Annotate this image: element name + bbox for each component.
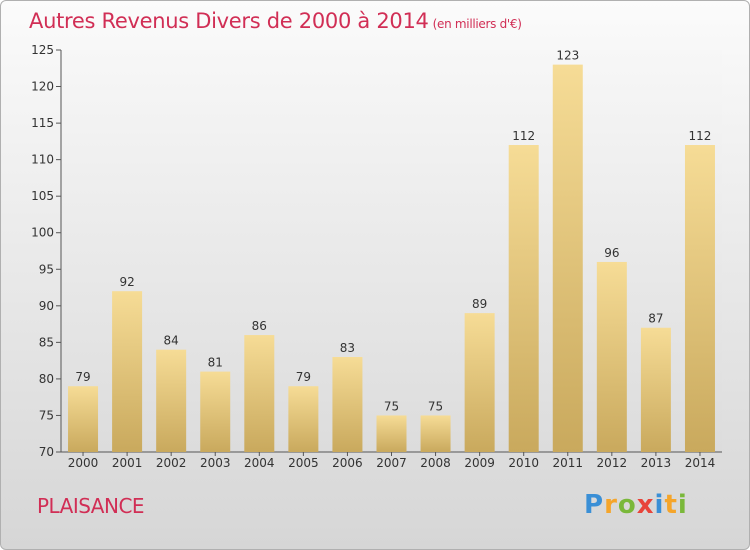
y-tick-label: 85	[39, 335, 54, 349]
bar-value-label: 75	[428, 399, 443, 413]
y-tick-label: 95	[39, 262, 54, 276]
y-tick-label: 70	[39, 445, 54, 459]
x-tick-label: 2011	[552, 456, 583, 470]
city-label: PLAISANCE	[37, 494, 145, 518]
bar-value-label: 79	[75, 370, 90, 384]
y-tick-label: 100	[31, 226, 54, 240]
chart-title: Autres Revenus Divers de 2000 à 2014 (en …	[29, 9, 522, 33]
x-tick-label: 2009	[464, 456, 495, 470]
bar	[68, 386, 99, 452]
bar-value-label: 112	[689, 129, 712, 143]
y-tick-label: 110	[31, 153, 54, 167]
y-tick-label: 105	[31, 189, 54, 203]
bar-value-label: 86	[252, 319, 267, 333]
y-tick-label: 80	[39, 372, 54, 386]
bar	[420, 415, 451, 452]
x-tick-label: 2005	[288, 456, 319, 470]
bar	[640, 327, 671, 452]
bar-value-label: 75	[384, 399, 399, 413]
x-tick-label: 2004	[244, 456, 275, 470]
x-tick-label: 2002	[156, 456, 187, 470]
y-tick-label: 75	[39, 408, 54, 422]
x-tick-label: 2014	[685, 456, 716, 470]
bar	[464, 313, 495, 452]
bar	[508, 145, 539, 452]
x-tick-label: 2010	[508, 456, 539, 470]
x-tick-label: 2008	[420, 456, 451, 470]
bar	[200, 371, 231, 452]
bar-value-label: 123	[556, 49, 579, 63]
logo-letter: r	[604, 490, 618, 520]
bar	[552, 64, 583, 453]
logo-letter: i	[677, 490, 688, 520]
y-tick-label: 90	[39, 299, 54, 313]
chart-subtitle: (en milliers d'€)	[432, 17, 522, 31]
bar	[288, 386, 319, 452]
proxiti-logo: Proxiti	[584, 490, 688, 520]
bar-value-label: 89	[472, 297, 487, 311]
bar	[244, 335, 275, 452]
bar-value-label: 84	[164, 334, 179, 348]
x-tick-label: 2007	[376, 456, 407, 470]
bar-value-label: 81	[208, 356, 223, 370]
x-tick-label: 2013	[641, 456, 672, 470]
x-tick-label: 2001	[112, 456, 143, 470]
y-tick-label: 125	[31, 43, 54, 57]
bar	[332, 356, 363, 452]
bar-value-label: 112	[512, 129, 535, 143]
bar	[156, 349, 187, 452]
bar	[684, 145, 715, 452]
logo-letter: t	[664, 490, 678, 520]
x-tick-label: 2000	[68, 456, 99, 470]
bar-value-label: 96	[604, 246, 619, 260]
bar	[596, 261, 627, 452]
logo-letter: P	[584, 490, 605, 520]
bar-value-label: 92	[119, 275, 134, 289]
y-tick-label: 115	[31, 116, 54, 130]
logo-letter: i	[654, 490, 665, 520]
bar	[112, 291, 143, 452]
bar-value-label: 83	[340, 341, 355, 355]
bar-value-label: 79	[296, 370, 311, 384]
bar	[376, 415, 407, 452]
logo-letter: o	[617, 490, 637, 520]
chart-title-text: Autres Revenus Divers de 2000 à 2014	[29, 9, 429, 33]
x-tick-label: 2006	[332, 456, 363, 470]
y-tick-label: 120	[31, 80, 54, 94]
x-tick-label: 2012	[597, 456, 628, 470]
bar-value-label: 87	[648, 312, 663, 326]
logo-letter: x	[636, 490, 655, 520]
x-tick-label: 2003	[200, 456, 231, 470]
